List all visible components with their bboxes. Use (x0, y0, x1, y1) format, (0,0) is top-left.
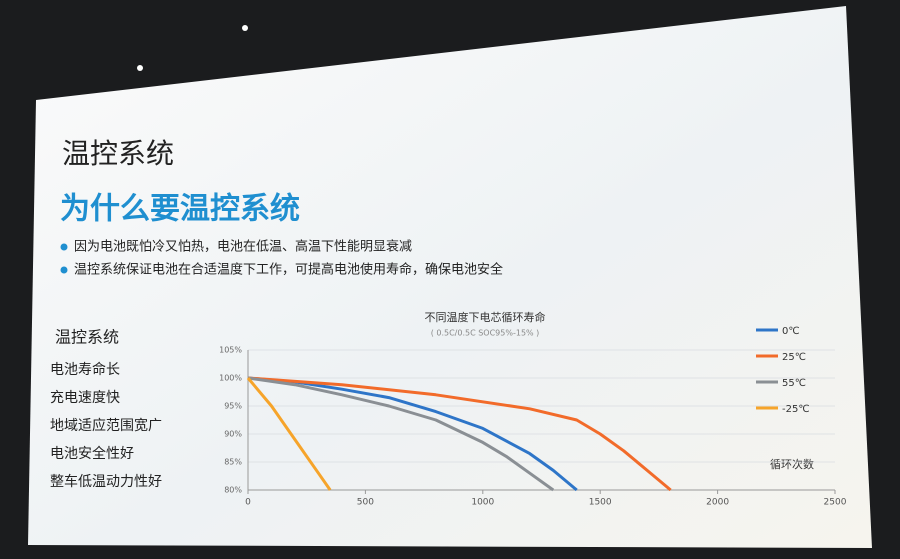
ceiling-light (242, 25, 248, 31)
y-tick-label: 95% (224, 402, 242, 411)
y-tick-label: 85% (224, 458, 242, 467)
slide-subtitle: 为什么要温控系统 (60, 192, 300, 227)
slide-title: 温控系统 (62, 137, 174, 170)
list-item: 整车低温动力性好 (50, 473, 162, 490)
x-tick-label: 2500 (824, 498, 847, 508)
bullet-dot (60, 266, 68, 274)
x-axis-label: 循环次数 (770, 457, 814, 471)
bullet: 温控系统保证电池在合适温度下工作，可提高电池使用寿命，确保电池安全 (74, 262, 503, 278)
bullet: 因为电池既怕冷又怕热，电池在低温、高温下性能明显衰减 (74, 239, 412, 255)
legend-label: 25℃ (782, 352, 806, 363)
legend-label: 0℃ (782, 326, 800, 337)
x-tick-label: 500 (357, 498, 374, 508)
list-item: 充电速度快 (50, 390, 120, 406)
series-line (247, 376, 672, 492)
series-line (247, 376, 578, 492)
chart-subtitle: ( 0.5C/0.5C SOC95%-15% ) (431, 329, 540, 338)
list-item: 电池安全性好 (50, 445, 134, 462)
bullet-dot (60, 243, 68, 251)
list-item: 电池寿命长 (50, 361, 120, 378)
series-line (246, 377, 332, 491)
slide (28, 6, 872, 548)
legend-label: -25℃ (782, 404, 810, 415)
y-tick-label: 100% (219, 374, 242, 383)
chart-title: 不同温度下电芯循环寿命 (425, 310, 546, 324)
x-tick-label: 1000 (471, 498, 494, 508)
legend-label: 55℃ (782, 378, 806, 389)
y-tick-label: 80% (224, 486, 242, 495)
y-tick-label: 105% (219, 346, 242, 355)
x-tick-label: 2000 (706, 498, 729, 508)
series-line (247, 376, 555, 492)
x-tick-label: 0 (245, 498, 251, 508)
list-item: 地域适应范围宽广 (50, 417, 162, 434)
x-tick-label: 1500 (589, 498, 612, 508)
ceiling-light (137, 65, 143, 71)
list-title: 温控系统 (55, 328, 119, 347)
y-tick-label: 90% (224, 430, 242, 439)
